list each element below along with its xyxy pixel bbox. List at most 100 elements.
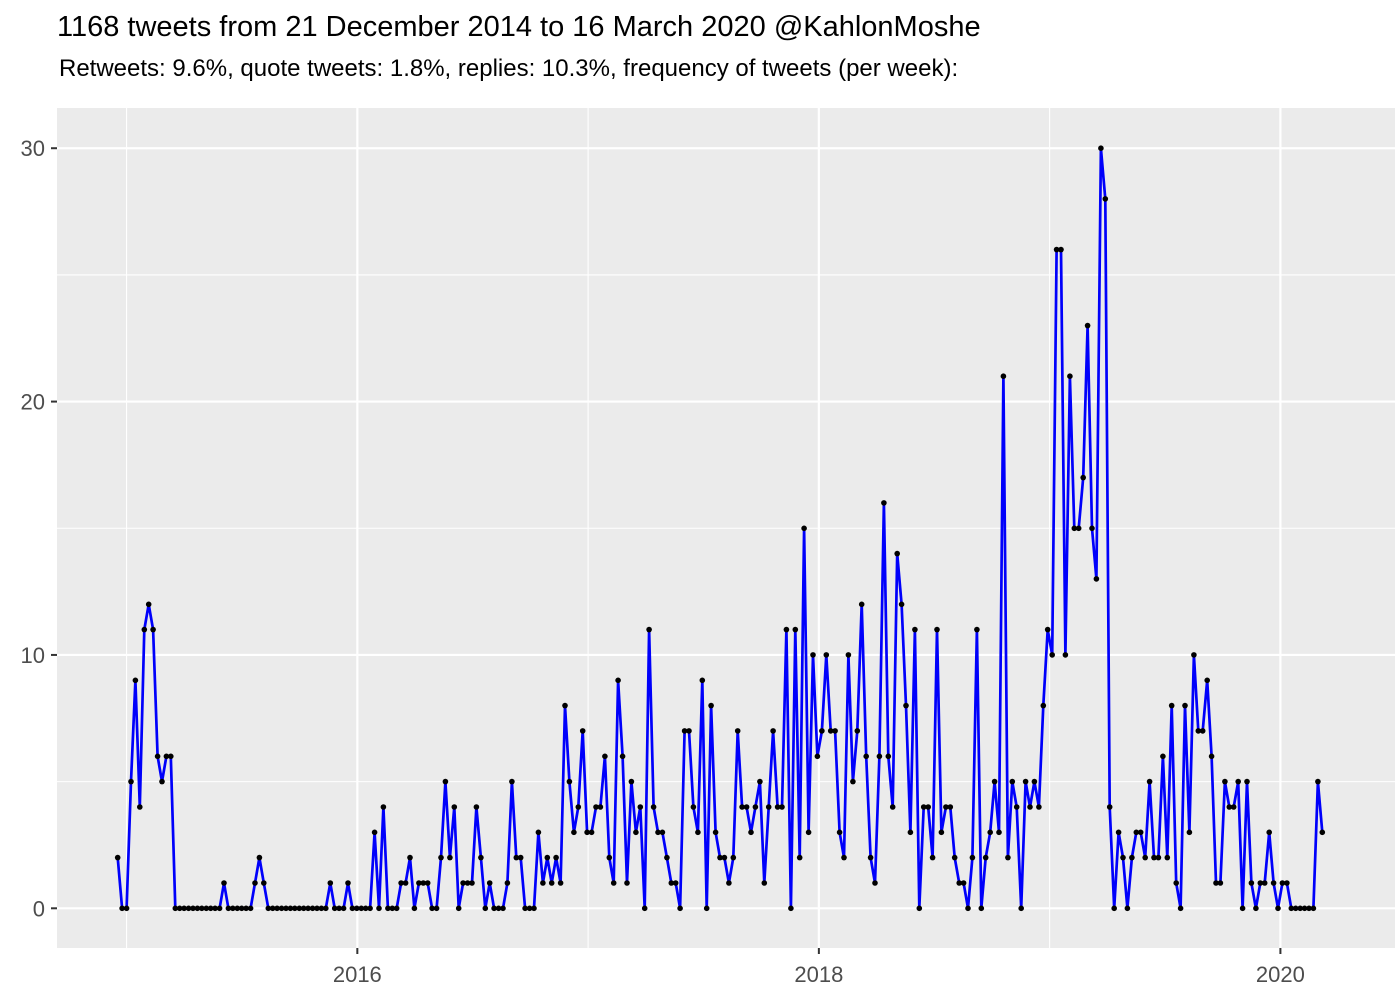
data-point — [721, 854, 728, 861]
data-point — [593, 804, 599, 810]
data-point — [1027, 804, 1033, 810]
data-point — [221, 880, 227, 886]
data-point — [730, 854, 737, 861]
data-point — [814, 753, 821, 760]
data-point — [863, 753, 869, 760]
data-point — [1261, 880, 1268, 886]
data-point — [1084, 322, 1091, 329]
data-point — [473, 804, 480, 810]
data-point — [602, 753, 608, 760]
data-point — [641, 905, 648, 912]
data-point — [172, 905, 179, 912]
data-point — [354, 905, 360, 912]
data-point — [185, 905, 192, 912]
data-point — [805, 829, 812, 836]
data-point — [243, 905, 249, 912]
data-point — [402, 880, 409, 886]
data-point — [163, 753, 170, 760]
data-point — [1124, 905, 1131, 912]
data-point — [345, 880, 351, 886]
data-point — [1213, 880, 1219, 886]
data-point — [1111, 905, 1117, 912]
data-point — [442, 778, 449, 785]
data-point — [1160, 753, 1166, 760]
data-point — [305, 905, 311, 912]
data-point — [283, 905, 289, 912]
data-point — [367, 905, 373, 912]
data-point — [1115, 829, 1122, 836]
data-point — [1186, 829, 1193, 836]
data-point — [575, 804, 582, 810]
data-point — [889, 804, 896, 810]
data-point — [779, 804, 785, 810]
data-point — [1168, 702, 1175, 709]
data-point — [252, 880, 258, 886]
data-point — [974, 626, 980, 633]
data-point — [1013, 804, 1020, 810]
data-point — [416, 880, 422, 886]
data-point — [1195, 728, 1202, 734]
data-point — [858, 601, 865, 608]
data-point — [562, 702, 568, 709]
data-point — [757, 778, 763, 785]
data-point — [451, 804, 458, 810]
data-point — [478, 854, 484, 861]
data-point — [393, 905, 400, 912]
data-point — [265, 905, 272, 912]
data-point — [114, 854, 121, 861]
data-point — [327, 880, 334, 886]
data-point — [331, 905, 338, 912]
chart-title: 1168 tweets from 21 December 2014 to 16 … — [57, 11, 981, 43]
data-point — [982, 854, 989, 861]
data-point — [535, 829, 542, 836]
data-point — [1306, 905, 1312, 912]
data-point — [726, 880, 732, 886]
data-point — [584, 829, 590, 836]
data-point — [916, 905, 923, 912]
data-point — [1275, 905, 1281, 912]
data-point — [141, 626, 148, 633]
data-point — [907, 829, 914, 836]
y-tick-label-30: 30 — [21, 136, 45, 161]
data-point — [956, 880, 962, 886]
data-point — [323, 905, 329, 912]
data-point — [1279, 880, 1286, 886]
data-point — [699, 677, 706, 684]
data-point — [637, 804, 644, 810]
data-point — [1191, 652, 1197, 658]
data-point — [943, 804, 949, 810]
axes: 0 10 20 30 2016 2018 2020 — [21, 136, 1305, 987]
chart-subtitle: Retweets: 9.6%, quote tweets: 1.8%, repl… — [59, 55, 959, 82]
data-point — [792, 626, 799, 633]
data-point — [429, 905, 435, 912]
data-point — [876, 753, 883, 760]
data-point — [1053, 246, 1060, 253]
data-point — [1102, 196, 1109, 202]
data-point — [832, 728, 838, 734]
data-point — [628, 778, 635, 785]
data-point — [951, 854, 958, 861]
data-point — [247, 905, 254, 912]
data-point — [1208, 753, 1215, 760]
data-point — [796, 854, 803, 861]
data-point — [1098, 145, 1104, 151]
x-tick-label-2020: 2020 — [1256, 962, 1305, 987]
data-point — [548, 880, 555, 886]
data-point — [1217, 880, 1224, 886]
data-point — [495, 905, 502, 912]
data-point — [712, 829, 719, 836]
data-point — [1062, 652, 1069, 658]
data-point — [1292, 905, 1299, 912]
data-point — [633, 829, 639, 836]
data-point — [1288, 905, 1295, 912]
data-point — [553, 854, 559, 861]
data-point — [1080, 474, 1086, 481]
data-point — [1244, 778, 1250, 785]
data-point — [1031, 778, 1038, 785]
data-point — [500, 905, 506, 912]
data-point — [752, 804, 759, 810]
data-point — [1266, 829, 1272, 836]
data-point — [398, 880, 404, 886]
data-point — [664, 854, 670, 861]
